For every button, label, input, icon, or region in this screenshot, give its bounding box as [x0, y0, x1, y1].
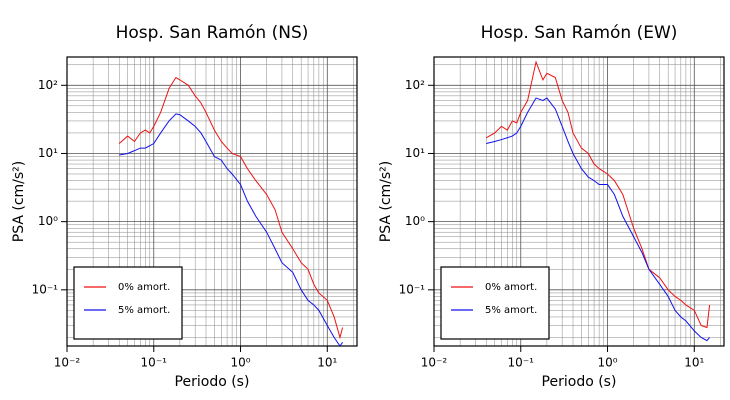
x-tick-label: 10⁰ [597, 356, 617, 370]
legend-label: 0% amort. [485, 282, 537, 293]
series-line [485, 60, 711, 329]
x-tick-label: 10⁻² [421, 356, 448, 370]
y-tick-label: 10⁰ [38, 214, 58, 228]
panel: 10⁻² 10⁻¹ 10⁰ 10¹ 10⁻¹ 10⁰ 10¹ 10² Hosp. San Ram… [11, 23, 358, 390]
x-axis-label: Periodo (s) [542, 374, 617, 390]
series-line [119, 113, 343, 346]
x-tick-label: 10⁻¹ [141, 356, 168, 370]
chart-title: Hosp. San Ramón (NS) [116, 23, 309, 43]
x-tick-label: 10⁰ [230, 356, 250, 370]
y-tick-label: 10⁰ [405, 214, 425, 228]
y-axis-label: PSA (cm/s²) [11, 161, 27, 243]
series-line [486, 97, 710, 342]
x-tick-label: 10⁻¹ [508, 356, 535, 370]
legend-label: 0% amort. [118, 282, 170, 293]
y-tick-label: 10² [405, 78, 425, 92]
legend-label: 5% amort. [118, 305, 170, 316]
x-tick-label: 10¹ [684, 356, 704, 370]
x-axis-label: Periodo (s) [175, 374, 250, 390]
chart-title: Hosp. San Ramón (EW) [481, 23, 678, 43]
x-tick-label: 10⁻² [54, 356, 81, 370]
plot-frame [66, 56, 358, 347]
series-line [118, 76, 344, 340]
plot-frame [433, 56, 725, 347]
legend-box [440, 266, 550, 340]
y-tick-label: 10⁻¹ [32, 282, 59, 296]
y-tick-label: 10⁻¹ [399, 282, 426, 296]
x-tick-label: 10¹ [317, 356, 337, 370]
y-tick-label: 10¹ [38, 146, 58, 160]
legend-box [73, 266, 183, 340]
y-tick-label: 10² [38, 78, 58, 92]
y-axis-label: PSA (cm/s²) [378, 161, 394, 243]
panel: 10⁻² 10⁻¹ 10⁰ 10¹ 10⁻¹ 10⁰ 10¹ 10² Hosp. San Ram… [378, 23, 725, 390]
y-tick-label: 10¹ [405, 146, 425, 160]
legend-label: 5% amort. [485, 305, 537, 316]
